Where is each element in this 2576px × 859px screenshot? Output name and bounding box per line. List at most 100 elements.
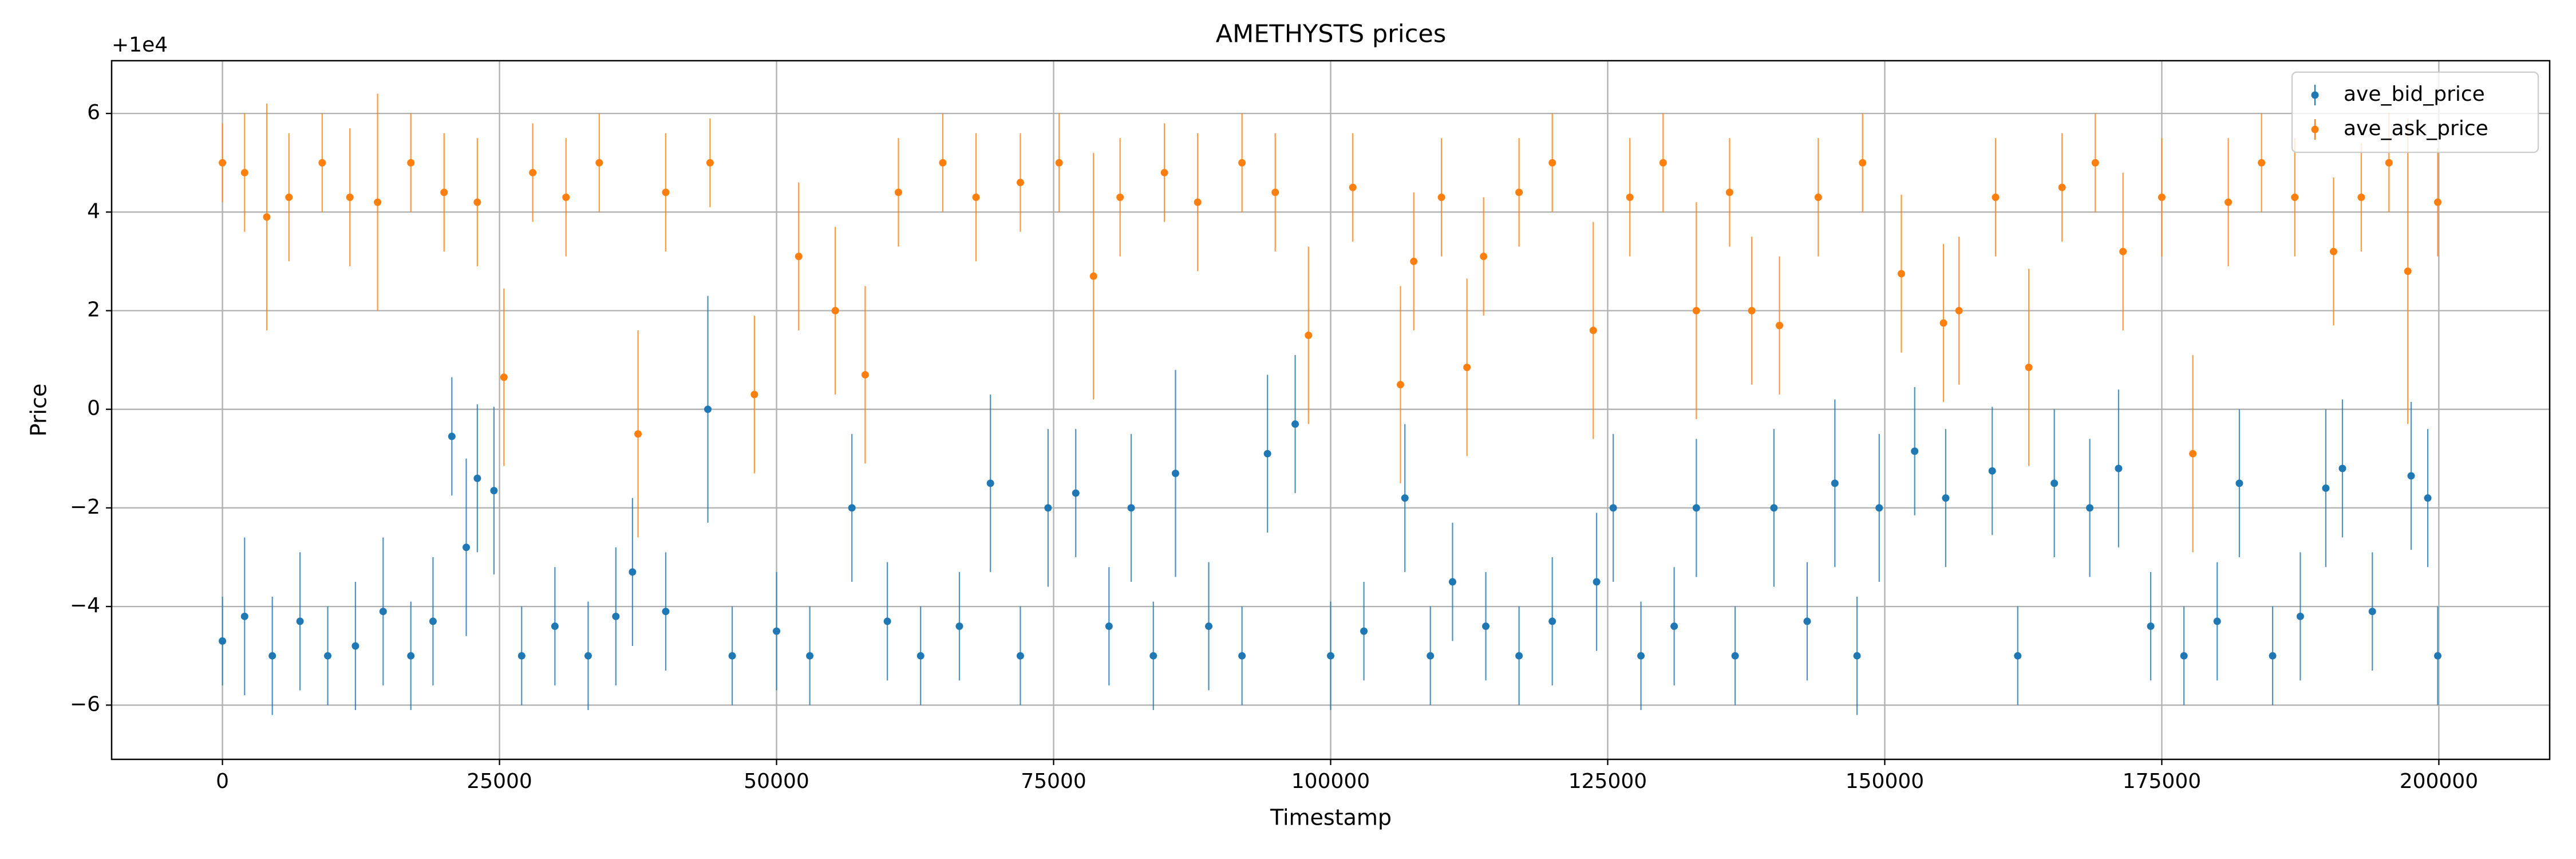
point [462,543,470,551]
point [2258,159,2266,167]
point [1548,617,1556,625]
point [1055,159,1063,167]
point [2025,364,2033,372]
point [500,373,508,381]
point [374,198,382,206]
point [595,159,603,167]
point [1480,253,1488,261]
point [1089,272,1097,280]
point [1463,364,1471,372]
x-tick-label: 175000 [2123,770,2201,793]
y-tick-label: −2 [70,495,100,519]
point [379,608,387,616]
point [2329,247,2337,255]
point [1149,652,1157,660]
y-tick-label: 4 [87,199,100,223]
point [240,168,248,176]
point [318,159,326,167]
point [2147,622,2155,631]
series [219,93,2441,553]
point [1044,504,1052,512]
point [894,188,902,196]
point [2189,450,2197,458]
point [1609,504,1617,512]
point [1859,159,1867,167]
point [1127,504,1135,512]
point [285,193,293,201]
point [662,608,670,616]
legend: ave_bid_price ave_ask_price [2291,71,2539,153]
y-axis-label: Price [26,384,52,437]
point [1105,622,1113,631]
point [2225,198,2233,206]
point [1803,617,1811,625]
point [1238,652,1246,660]
point [1263,450,1271,458]
point [2050,479,2059,487]
point [750,391,758,399]
series [219,295,2441,715]
point [219,159,227,167]
point [2058,183,2066,191]
point [268,652,276,660]
point [324,652,332,660]
point [2235,479,2243,487]
point [490,487,498,495]
legend-label: ave_bid_price [2344,82,2485,106]
point [1626,193,1634,201]
point [2086,504,2094,512]
point [1748,307,1756,315]
point [1589,326,1597,334]
point [1770,504,1778,512]
point [1814,193,1822,201]
point [1327,652,1334,660]
point [2385,159,2393,167]
point [1731,652,1739,660]
point [1548,159,1556,167]
point [2014,652,2022,660]
x-tick-label: 150000 [1846,770,1924,793]
legend-box [2291,71,2539,153]
legend-marker [2311,125,2319,133]
y-tick-label: −6 [70,692,100,716]
point [972,193,980,201]
y-tick-label: 0 [87,397,100,420]
point [2424,494,2432,502]
point [1427,652,1435,660]
point [1637,652,1645,660]
point [1448,578,1456,586]
point [219,637,227,645]
point [407,652,415,660]
point [440,188,448,196]
point [2269,652,2277,660]
y-tick-label: −4 [70,594,100,617]
point [517,652,526,660]
point [1016,179,1024,187]
plot-frame [110,60,2551,761]
point [2407,472,2415,480]
x-tick-label: 0 [216,770,229,793]
x-tick-label: 75000 [1021,770,1086,793]
point [1016,652,1024,660]
point [263,213,271,221]
point [1988,467,1996,475]
x-tick-label: 25000 [467,770,532,793]
y-tick-label: 6 [87,101,100,124]
point [955,622,963,631]
point [1072,489,1080,497]
point [1692,307,1700,315]
point [1205,622,1213,631]
point [1939,319,1947,327]
point [986,479,994,487]
point [1349,183,1357,191]
point [612,612,620,620]
point [831,307,839,315]
point [795,253,803,261]
point [1171,470,1179,478]
x-tick-label: 125000 [1568,770,1647,793]
point [1692,504,1700,512]
point [473,198,481,206]
point [773,627,781,635]
point [2119,247,2127,255]
